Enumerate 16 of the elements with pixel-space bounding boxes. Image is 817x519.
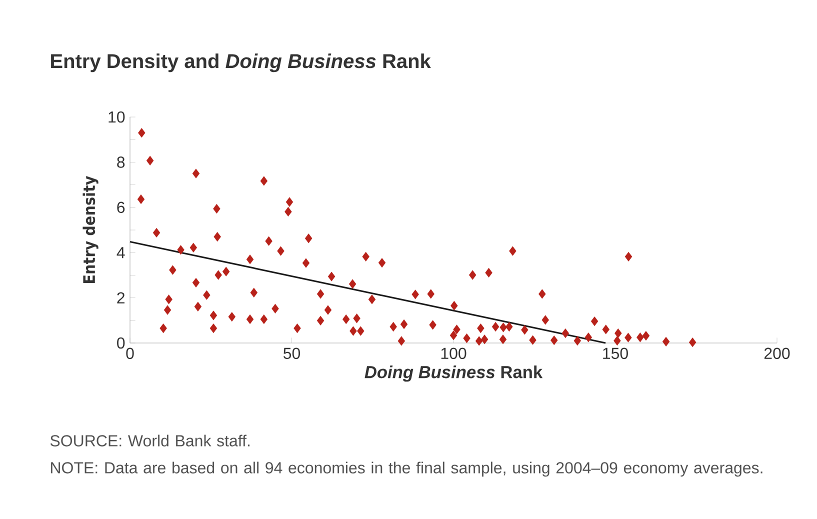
y-tick-label: 10 xyxy=(108,111,125,123)
y-tick-label: 0 xyxy=(117,337,125,349)
y-tick-label: 4 xyxy=(116,247,125,258)
text: NOTE: Data are based on all 94 economies in the final sample, using 2004–09 economy averages. xyxy=(51,462,762,477)
x-tick-label: 100 xyxy=(441,348,466,360)
x-tick-label: 0 xyxy=(126,348,134,360)
y-axis-title: Entry density xyxy=(82,176,98,283)
chart-title: Entry Density and Doing Business Rank xyxy=(51,54,431,72)
x-tick-label: 200 xyxy=(764,348,790,360)
x-axis-title: Doing Business Rank xyxy=(364,366,543,382)
y-tick-label: 6 xyxy=(117,202,125,214)
y-tick-label: 2 xyxy=(117,292,124,304)
x-tick-label: 150 xyxy=(603,348,628,360)
x-tick-label: 50 xyxy=(284,348,300,360)
source-note: SOURCE: World Bank staff. xyxy=(50,434,250,446)
y-tick-label: 8 xyxy=(117,156,125,168)
